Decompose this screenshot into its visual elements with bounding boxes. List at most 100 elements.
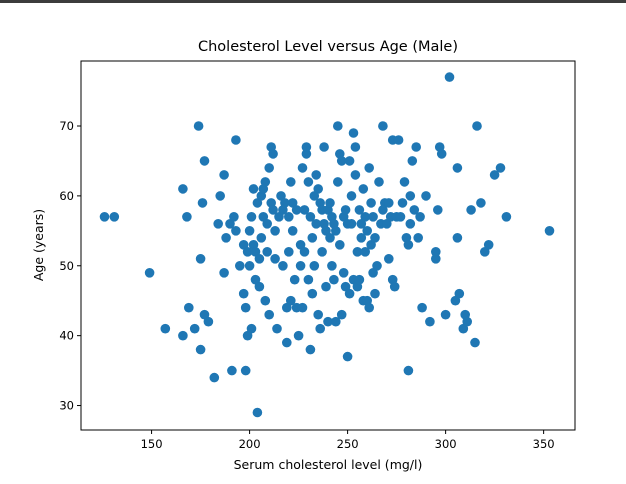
data-point [199, 156, 210, 166]
chart-title: Cholesterol Level versus Age (Male) [198, 39, 458, 55]
data-point [364, 302, 375, 313]
data-point [433, 205, 443, 215]
data-point [403, 240, 414, 250]
data-point [195, 253, 206, 264]
data-point [405, 219, 416, 229]
data-point [354, 205, 365, 215]
data-point [452, 163, 463, 173]
data-point [289, 274, 300, 285]
data-point [231, 226, 241, 236]
data-point [370, 233, 380, 243]
data-point [235, 261, 245, 271]
data-point [256, 233, 267, 243]
data-point [470, 337, 480, 348]
data-point [544, 226, 555, 236]
data-point [384, 253, 394, 264]
data-point [333, 177, 343, 187]
data-point [301, 142, 312, 152]
data-point [366, 240, 376, 250]
data-point [311, 219, 322, 229]
data-point [254, 281, 265, 292]
data-point [370, 288, 380, 299]
data-point [240, 365, 251, 376]
y-tick-label: 40 [59, 329, 74, 343]
data-point [311, 170, 322, 180]
data-point [250, 274, 261, 285]
data-point [350, 170, 361, 180]
data-point [195, 344, 206, 355]
data-point [360, 247, 371, 257]
data-point [489, 170, 500, 180]
data-point [221, 233, 231, 243]
data-point [242, 247, 253, 257]
data-point [335, 240, 345, 250]
data-point [248, 184, 259, 194]
data-point [356, 233, 367, 243]
data-point [395, 212, 406, 222]
x-tick-label: 350 [533, 437, 555, 451]
data-point [297, 163, 308, 173]
data-point [483, 240, 494, 250]
data-point [364, 163, 375, 173]
data-point [344, 288, 355, 299]
data-point [350, 142, 361, 152]
data-point [336, 156, 347, 166]
data-point [368, 212, 378, 222]
data-point [344, 156, 355, 166]
x-tick-label: 300 [435, 437, 457, 451]
data-point [144, 268, 155, 278]
data-point [260, 177, 271, 187]
data-point [317, 247, 327, 257]
data-point [286, 295, 296, 306]
data-point [319, 142, 329, 152]
data-point [270, 226, 280, 236]
data-point [309, 261, 320, 271]
data-point [425, 316, 435, 327]
data-point [454, 288, 465, 299]
data-point [301, 149, 312, 159]
data-point [299, 247, 310, 257]
data-point [309, 191, 320, 201]
data-point [178, 184, 188, 194]
data-point [305, 344, 316, 355]
data-point [199, 309, 210, 320]
data-point [293, 330, 304, 341]
data-point [360, 212, 371, 222]
data-point [219, 170, 229, 180]
y-axis-ticks: 30 40 50 60 70 [59, 119, 81, 413]
data-point [242, 330, 253, 341]
data-point [331, 226, 341, 236]
data-point [366, 198, 376, 208]
data-point [203, 316, 214, 327]
data-point [268, 149, 278, 159]
data-point [331, 316, 341, 327]
data-point [321, 226, 331, 236]
data-point [495, 163, 506, 173]
y-tick-label: 70 [59, 119, 74, 133]
data-point [450, 295, 461, 306]
data-point [287, 198, 298, 208]
x-axis-ticks: 150 200 250 300 350 [141, 430, 555, 451]
data-point [472, 121, 482, 131]
data-point [352, 247, 363, 257]
data-point [393, 135, 404, 145]
data-point [109, 212, 120, 222]
data-point [462, 316, 473, 327]
data-point [378, 121, 388, 131]
data-point [240, 302, 251, 313]
y-tick-label: 30 [59, 399, 74, 413]
x-axis-label: Serum cholesterol level (mg/l) [234, 457, 423, 472]
data-point [182, 212, 192, 222]
data-point [417, 302, 427, 313]
data-point [189, 323, 200, 334]
plot-frame [80, 60, 576, 431]
data-point [407, 156, 418, 166]
data-point [325, 233, 335, 243]
data-point [338, 268, 349, 278]
data-point [272, 323, 282, 334]
data-point [313, 184, 324, 194]
data-point [389, 281, 400, 292]
data-point [399, 177, 410, 187]
data-point [305, 212, 316, 222]
data-point [262, 247, 273, 257]
